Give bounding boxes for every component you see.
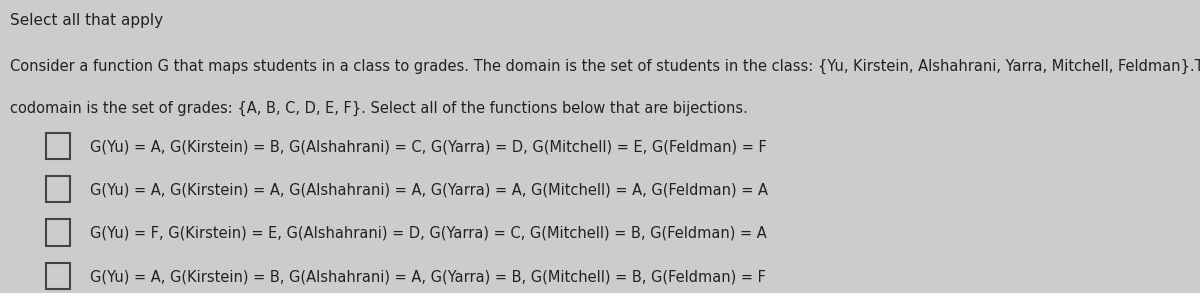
Bar xyxy=(46,132,70,159)
Text: G(Yu) = F, G(Kirstein) = E, G(Alshahrani) = D, G(Yarra) = C, G(Mitchell) = B, G(: G(Yu) = F, G(Kirstein) = E, G(Alshahrani… xyxy=(90,226,767,241)
Text: codomain is the set of grades: {A, B, C, D, E, F}. Select all of the functions b: codomain is the set of grades: {A, B, C,… xyxy=(10,101,748,116)
Bar xyxy=(46,176,70,202)
Text: G(Yu) = A, G(Kirstein) = B, G(Alshahrani) = A, G(Yarra) = B, G(Mitchell) = B, G(: G(Yu) = A, G(Kirstein) = B, G(Alshahrani… xyxy=(90,269,766,284)
Text: G(Yu) = A, G(Kirstein) = B, G(Alshahrani) = C, G(Yarra) = D, G(Mitchell) = E, G(: G(Yu) = A, G(Kirstein) = B, G(Alshahrani… xyxy=(90,139,767,154)
Text: Select all that apply: Select all that apply xyxy=(10,13,163,28)
Bar xyxy=(46,219,70,246)
Text: Consider a function G that maps students in a class to grades. The domain is the: Consider a function G that maps students… xyxy=(10,59,1200,74)
Text: G(Yu) = A, G(Kirstein) = A, G(Alshahrani) = A, G(Yarra) = A, G(Mitchell) = A, G(: G(Yu) = A, G(Kirstein) = A, G(Alshahrani… xyxy=(90,183,768,197)
Bar xyxy=(46,263,70,289)
